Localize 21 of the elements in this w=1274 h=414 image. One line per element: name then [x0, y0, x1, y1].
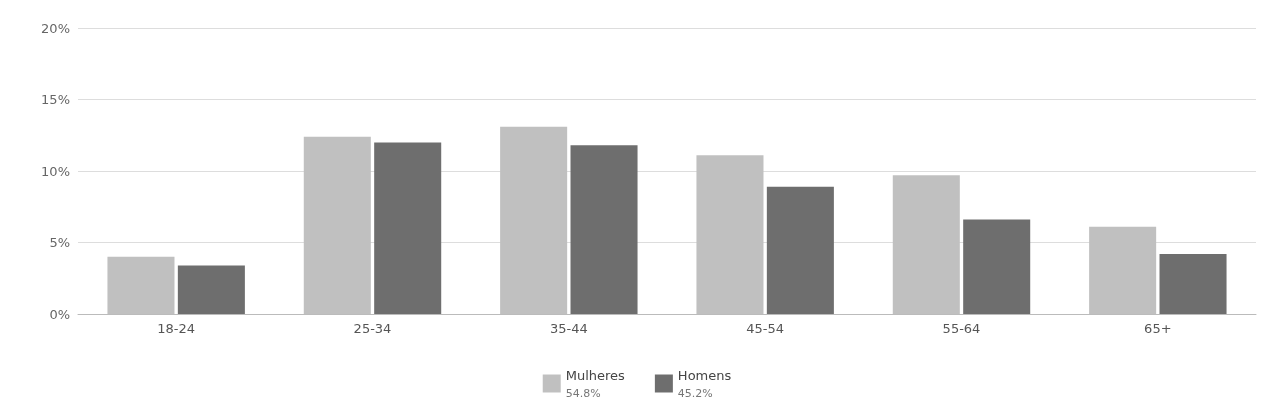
legend-label: Mulheres [565, 368, 626, 383]
x-tick-label: 35-44 [549, 321, 588, 336]
legend-label: Homens [677, 368, 732, 383]
y-tick-label: 20% [41, 20, 70, 36]
y-tick-label: 10% [41, 163, 70, 179]
y-tick-label: 15% [41, 92, 70, 107]
text: 54.8% [565, 387, 601, 400]
x-tick-label: 55-64 [942, 321, 981, 336]
x-tick-label: 18-24 [157, 321, 196, 336]
y-tick-label: 0% [49, 306, 70, 322]
x-tick-label: 65+ [1144, 321, 1172, 336]
x-tick-label: 45-54 [746, 321, 785, 336]
bar [1159, 253, 1227, 314]
text: 45.2% [677, 387, 713, 400]
x-tick-label: 25-34 [353, 321, 392, 336]
bar [766, 186, 834, 314]
y-tick-label: 5% [49, 235, 70, 250]
bar [963, 219, 1031, 314]
bar [177, 265, 245, 314]
bar [374, 142, 442, 314]
bar [570, 145, 638, 314]
